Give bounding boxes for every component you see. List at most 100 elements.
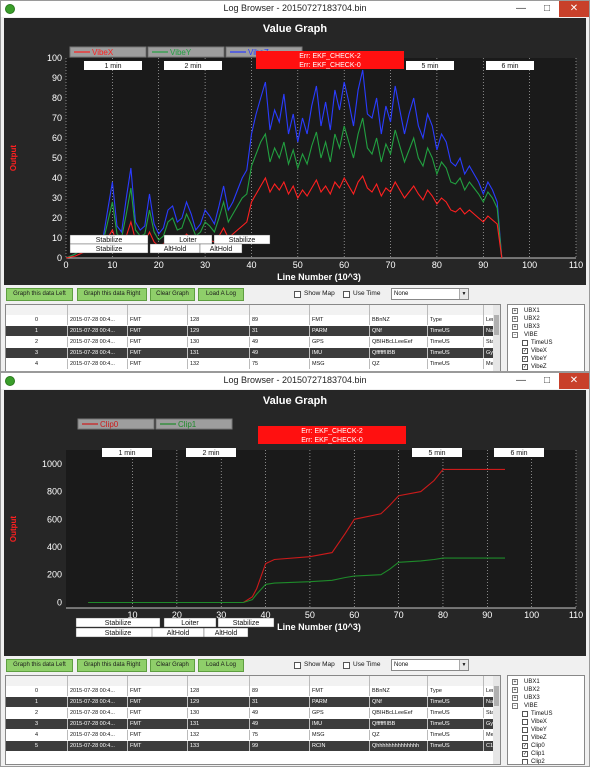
field-select[interactable]: None ▼ [391,659,469,671]
table-row[interactable]: 0 2015-07-28 00:4... FMT 128 89 FMT BBnNZ Type L… [6,315,500,325]
use-time-checkbox[interactable] [343,291,350,298]
value-graph-2[interactable]: Value Graph 10 20 30 40 50 60 70 80 90 100 110 0 200 4… [4,390,586,656]
chevron-down-icon[interactable]: ▼ [459,660,468,670]
scrollbar-thumb[interactable] [494,315,499,335]
table-cell: GPS [310,708,370,718]
graph-right-button[interactable]: Graph this data Right [77,288,147,301]
flight-mode-marker [75,617,161,628]
app-icon [5,376,15,386]
clear-graph-button[interactable]: Clear Graph [150,288,195,301]
tree-checkbox[interactable]: ✓ [522,751,528,757]
minimize-button-2[interactable]: — [516,375,526,386]
field-tree[interactable]: + UBX1 + UBX2 + UBX3− VIBE TimeUS ✓ VibeX ✓ VibeY ✓ V… [507,304,585,371]
field-select[interactable]: None ▼ [391,288,469,300]
grid-scrollbar[interactable] [493,676,500,764]
flight-mode-label: AltHold [167,630,190,637]
tree-checkbox[interactable]: ✓ [522,356,528,362]
graph-left-button[interactable]: Graph this data Left [6,659,73,672]
table-cell: 2015-07-28 00:4... [68,315,128,325]
table-cell: 2015-07-28 00:4... [68,730,128,740]
expand-icon[interactable]: + [512,324,518,330]
series-line-clip1 [88,557,505,604]
flight-mode-marker [163,617,217,628]
tree-checkbox[interactable] [522,735,528,741]
table-row[interactable]: 3 2015-07-28 00:4... FMT 131 49 IMU QffffffIIB… [6,348,500,358]
show-map-checkbox[interactable] [294,291,301,298]
graph-toolbar-2: Graph this data Left Graph this data Righ… [1,658,589,674]
table-row[interactable]: 2 2015-07-28 00:4... FMT 130 49 GPS QBIHBcLLee… [6,337,500,347]
x-tick-label: 60 [339,260,349,270]
collapse-icon[interactable]: − [512,703,518,709]
title-bar[interactable]: Log Browser - 20150727183704.bin — □ ✕ [1,1,589,17]
value-graph-panel[interactable]: Value Graph 0 10 20 30 40 50 60 70 80 90 100 110 0 10 2… [4,18,586,285]
tree-node-label: UBX2 [524,316,540,322]
flight-mode-label: AltHold [215,630,238,637]
show-map-checkbox[interactable] [294,662,301,669]
minimize-button[interactable]: — [516,3,526,14]
table-row[interactable]: 4 2015-07-28 00:4... FMT 132 75 MSG QZ TimeUS Me… [6,730,500,740]
table-row[interactable]: 5 2015-07-28 00:4... FMT 133 99 RCIN Qhhhhhhhh… [6,741,500,751]
load-log-button[interactable]: Load A Log [198,288,244,301]
table-cell: IMU [310,719,370,729]
close-button[interactable]: ✕ [559,1,589,17]
tree-checkbox[interactable] [522,340,528,346]
x-tick-label: 50 [293,260,303,270]
grid-scrollbar[interactable] [493,305,500,371]
expand-icon[interactable]: + [512,695,518,701]
expand-icon[interactable]: + [512,687,518,693]
clear-graph-button[interactable]: Clear Graph [150,659,195,672]
table-cell: 2015-07-28 00:4... [68,708,128,718]
field-tree-2[interactable]: + UBX1 + UBX2 + UBX3− VIBE TimeUS VibeX VibeY Vibe… [507,675,585,765]
tree-checkbox[interactable] [522,719,528,725]
table-cell: QZ [370,730,428,740]
table-cell: Len [484,315,500,325]
flight-mode-label: AltHold [210,246,233,253]
chevron-down-icon[interactable]: ▼ [459,289,468,299]
tree-node-label: UBX1 [524,308,540,314]
use-time-checkbox[interactable] [343,662,350,669]
title-bar-2[interactable]: Log Browser - 20150727183704.bin — □ ✕ [1,373,589,389]
table-cell: 2 [6,337,68,347]
tree-checkbox[interactable]: ✓ [522,743,528,749]
series-line-vibey [65,117,503,259]
table-row[interactable]: 1 2015-07-28 00:4... FMT 129 31 PARM QNf TimeUS… [6,697,500,707]
graph-right-button[interactable]: Graph this data Right [77,659,147,672]
expand-icon[interactable]: + [512,316,518,322]
table-cell: Len [484,686,500,696]
tree-node-label: VibeY [531,356,547,362]
value-graph[interactable]: Value Graph 0 10 20 30 40 50 60 70 80 90 100 110 0 10 2… [4,18,586,285]
x-tick-label: 60 [349,610,359,620]
time-marker [164,61,222,70]
table-row[interactable]: 0 2015-07-28 00:4... FMT 128 89 FMT BBnNZ Type L… [6,686,500,696]
tree-node-label: UBX3 [524,695,540,701]
collapse-icon[interactable]: − [512,332,518,338]
graph-left-button[interactable]: Graph this data Left [6,288,73,301]
value-graph-panel-2[interactable]: Value Graph 10 20 30 40 50 60 70 80 90 100 110 0 200 4… [4,390,586,656]
expand-icon[interactable]: + [512,308,518,314]
log-data-grid[interactable]: 0 2015-07-28 00:4... FMT 128 89 FMT BBnNZ Type L… [5,304,501,371]
y-tick-label: 80 [52,93,62,103]
log-data-grid-2[interactable]: 0 2015-07-28 00:4... FMT 128 89 FMT BBnNZ Type L… [5,675,501,765]
tree-checkbox[interactable]: ✓ [522,348,528,354]
scrollbar-thumb[interactable] [494,686,499,706]
time-marker-label: 5 min [428,450,445,457]
x-tick-label: 100 [524,610,539,620]
maximize-button[interactable]: □ [543,3,551,14]
tree-checkbox[interactable] [522,727,528,733]
table-cell: IMU [310,348,370,358]
table-row[interactable]: 4 2015-07-28 00:4... FMT 132 75 MSG QZ TimeUS Me… [6,359,500,369]
tree-checkbox[interactable]: ✓ [522,364,528,370]
table-cell: 89 [250,315,310,325]
x-axis-label: Line Number (10^3) [277,622,361,632]
load-log-button[interactable]: Load A Log [198,659,244,672]
close-button-2[interactable]: ✕ [559,373,589,389]
table-row[interactable]: 2 2015-07-28 00:4... FMT 130 49 GPS QBIHBcLLee… [6,708,500,718]
tree-checkbox[interactable] [522,759,528,764]
table-row[interactable]: 1 2015-07-28 00:4... FMT 129 31 PARM QNf TimeUS… [6,326,500,336]
y-tick-label: 100 [47,53,62,63]
expand-icon[interactable]: + [512,679,518,685]
table-row[interactable]: 3 2015-07-28 00:4... FMT 131 49 IMU QffffffIIB… [6,719,500,729]
maximize-button-2[interactable]: □ [543,375,551,386]
tree-checkbox[interactable] [522,711,528,717]
tree-node-label: UBX2 [524,687,540,693]
